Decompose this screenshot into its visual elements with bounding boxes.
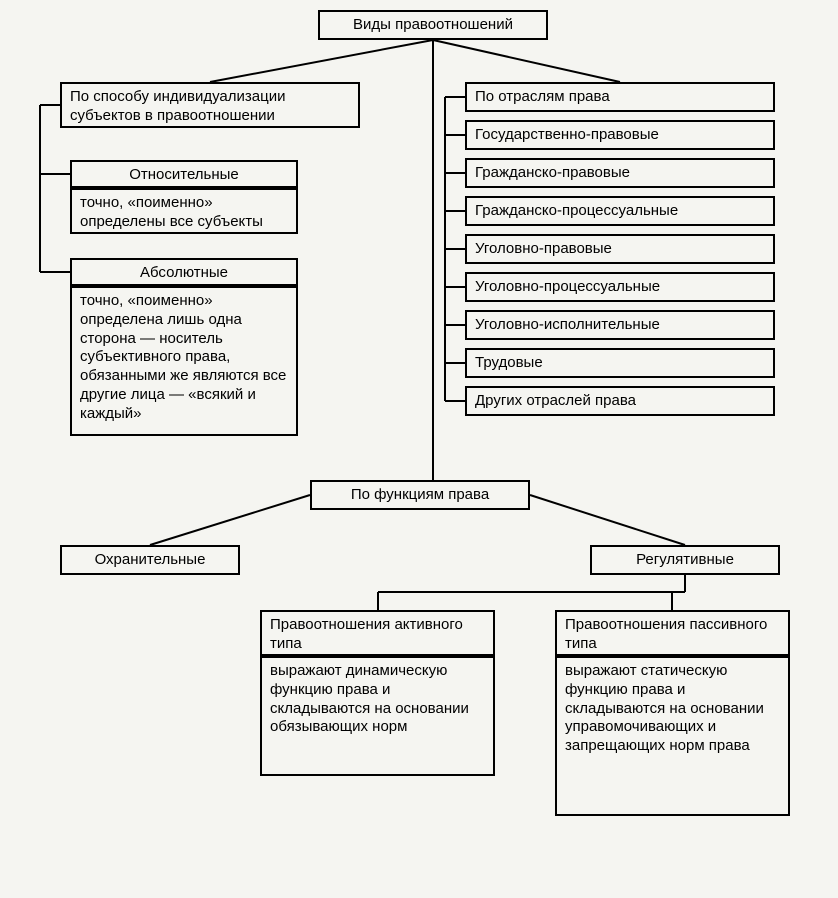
node-r8: Других отраслей права	[465, 386, 775, 416]
node-active_desc: выражают динамическую функцию права и ск…	[260, 656, 495, 776]
node-r1: Государственно-правовые	[465, 120, 775, 150]
node-func_cat: По функциям права	[310, 480, 530, 510]
node-r5: Уголовно-процессуальные	[465, 272, 775, 302]
node-r2: Гражданско-правовые	[465, 158, 775, 188]
node-r6: Уголовно-исполнительные	[465, 310, 775, 340]
node-r3: Гражданско-процессуальные	[465, 196, 775, 226]
node-protective: Охранительные	[60, 545, 240, 575]
diagram-canvas: Виды правоотношений По способу индивидуал…	[0, 0, 838, 898]
node-left_cat: По способу индивидуализации субъектов в …	[60, 82, 360, 128]
node-right_cat: По отраслям права	[465, 82, 775, 112]
node-abs_title: Абсолютные	[70, 258, 298, 286]
node-root: Виды правоотношений	[318, 10, 548, 40]
node-r7: Трудовые	[465, 348, 775, 378]
node-passive_desc: выражают статическую функцию права и скл…	[555, 656, 790, 816]
node-passive_title: Правоотношения пассивного типа	[555, 610, 790, 656]
node-rel_desc: точно, «поименно» определены все субъект…	[70, 188, 298, 234]
node-active_title: Правоотношения активного типа	[260, 610, 495, 656]
node-rel_title: Относительные	[70, 160, 298, 188]
node-r4: Уголовно-правовые	[465, 234, 775, 264]
node-abs_desc: точно, «поименно» определена лишь одна с…	[70, 286, 298, 436]
node-regulative: Регулятивные	[590, 545, 780, 575]
